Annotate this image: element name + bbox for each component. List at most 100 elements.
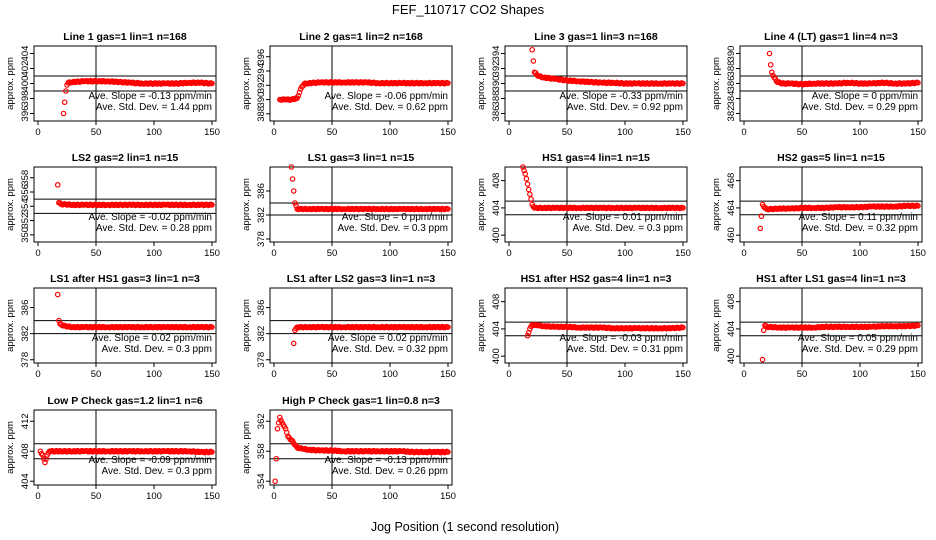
data-point [524,181,531,187]
panel-14: High P Check gas=1 lin=0.8 n=3 0 50 100 150 3… [241,395,456,502]
stats-annotation: Ave. Slope = -0.13 ppm/min [89,91,213,102]
y-tick-label: 404 [726,321,737,337]
x-tick-label: 0 [506,248,511,259]
data-point [296,89,303,96]
stats-annotation: Ave. Slope = 0.02 ppm/min [328,333,448,344]
panel-12: HS1 after LS1 gas=4 lin=1 n=3 0 50 100 150 40… [711,273,926,380]
y-tick-label: 352 [20,213,31,229]
plot-frame [504,166,688,243]
y-tick-label: 464 [726,200,737,216]
stats-annotation: Ave. Slope = -0.03 ppm/min [560,333,684,344]
x-tick-label: 50 [797,127,808,138]
x-tick-label: 50 [327,491,338,502]
y-tick-label: 412 [20,413,31,429]
y-tick-label: 382 [726,106,737,122]
x-tick-label: 100 [617,369,633,380]
y-tick-label: 408 [491,294,502,310]
data-point [523,175,530,182]
data-point [915,203,921,209]
y-tick-label: 392 [256,77,267,93]
data-point [445,449,451,455]
x-tick-label: 50 [562,248,573,259]
data-point [915,322,921,329]
y-tick-label: 356 [20,184,31,200]
panel-11: HS1 after HS2 gas=4 lin=1 n=3 0 50 100 150 40… [476,273,691,380]
panel-title: LS2 gas=2 lin=1 n=15 [72,152,179,164]
y-tick-label: 400 [491,348,502,364]
stats-annotation: Ave. Std. Dev. = 0.3 ppm [337,223,448,234]
y-tick-label: 468 [726,173,737,189]
data-point [274,425,281,432]
stats-annotation: Ave. Slope = -0.33 ppm/min [560,91,684,102]
data-point [445,206,451,212]
stats-annotation: Ave. Std. Dev. = 0.28 ppm [96,223,212,234]
y-tick-label: 350 [20,227,31,243]
stats-annotation: Ave. Std. Dev. = 0.26 ppm [332,466,448,477]
y-tick-label: 404 [491,321,502,337]
y-tick-label: 392 [491,61,502,77]
data-point [522,171,529,177]
panel-title: Line 4 (LT) gas=1 lin=4 n=3 [764,31,898,43]
panel-title: LS1 after HS1 gas=3 lin=1 n=3 [50,273,200,285]
y-axis-label: approx. ppm [5,178,16,231]
data-point [54,182,61,188]
x-tick-label: 150 [204,248,220,259]
x-tick-label: 0 [35,127,40,138]
stats-annotation: Ave. Slope = -0.06 ppm/min [325,91,449,102]
x-tick-label: 0 [741,369,746,380]
y-tick-label: 390 [256,92,267,108]
x-tick-label: 100 [146,127,162,138]
data-point [61,99,68,106]
data-point [38,450,45,457]
panel-7: HS1 gas=4 lin=1 n=15 0 50 100 150 400 404 408 ap… [476,152,691,259]
stats-annotation: Ave. Slope = 0.01 ppm/min [563,212,683,223]
x-tick-label: 0 [741,248,746,259]
x-tick-label: 150 [440,127,456,138]
data-point [290,340,297,347]
data-point [680,205,686,211]
data-point [769,69,775,76]
x-tick-label: 50 [327,248,338,259]
y-tick-label: 398 [20,91,31,107]
x-tick-label: 50 [327,369,338,380]
panel-title: HS2 gas=5 lin=1 n=15 [777,152,885,164]
y-tick-label: 400 [491,227,502,243]
y-tick-label: 390 [726,46,737,62]
x-tick-label: 50 [91,127,102,138]
stats-annotation: Ave. Slope = 0.11 ppm/min [799,212,918,223]
stats-annotation: Ave. Std. Dev. = 0.32 ppm [802,223,918,234]
y-tick-label: 388 [256,106,267,122]
y-tick-label: 408 [726,294,737,310]
x-tick-label: 0 [35,369,40,380]
panel-title: LS1 after LS2 gas=3 lin=1 n=3 [287,273,436,285]
data-point [767,61,774,68]
y-axis-label: approx. ppm [241,178,252,231]
x-tick-label: 150 [440,369,456,380]
x-tick-label: 100 [382,369,398,380]
y-tick-label: 362 [256,413,267,429]
x-tick-label: 100 [852,127,868,138]
y-tick-label: 354 [20,198,31,214]
panel-title: Line 1 gas=1 lin=1 n=168 [63,31,187,43]
y-tick-label: 358 [256,443,267,459]
data-point [528,196,534,202]
y-tick-label: 388 [726,61,737,77]
plot-frame [739,166,923,243]
stats-annotation: Ave. Slope = 0 ppm/min [342,212,448,223]
panel-title: HS1 gas=4 lin=1 n=15 [542,152,650,164]
y-axis-label: approx. ppm [241,57,252,110]
y-tick-label: 408 [20,443,31,459]
data-point [209,202,215,208]
plot-frame [33,409,217,486]
y-axis-label: approx. ppm [476,57,487,110]
x-tick-label: 100 [617,248,633,259]
x-tick-label: 150 [440,248,456,259]
x-tick-label: 150 [910,248,926,259]
stats-annotation: Ave. Std. Dev. = 0.92 ppm [567,102,683,113]
x-tick-label: 50 [797,248,808,259]
y-tick-label: 378 [256,352,267,368]
stats-annotation: Ave. Std. Dev. = 0.3 ppm [101,466,212,477]
data-point [209,324,215,330]
